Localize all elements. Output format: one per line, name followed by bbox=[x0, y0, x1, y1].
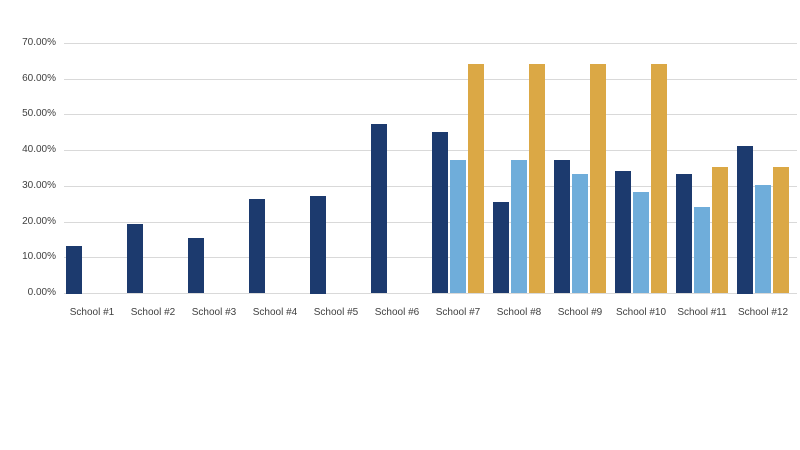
bar-school-10-series-1-navy bbox=[615, 171, 631, 293]
bar-school-11-series-3-gold bbox=[712, 167, 728, 293]
x-tick-label-school-5: School #5 bbox=[313, 307, 359, 318]
bar-school-9-series-3-gold bbox=[590, 64, 606, 293]
bar-school-7-series-2-light-blue bbox=[450, 160, 466, 293]
x-tick-label-school-12: School #12 bbox=[737, 307, 789, 318]
bar-school-7-series-3-gold bbox=[468, 64, 484, 293]
y-tick-label-10: 10.00% bbox=[22, 251, 56, 262]
bar-school-8-series-2-light-blue bbox=[511, 160, 527, 293]
gridline-30 bbox=[64, 186, 797, 187]
gridline-50 bbox=[64, 114, 797, 115]
y-tick-label-0: 0.00% bbox=[27, 287, 56, 298]
y-tick-label-20: 20.00% bbox=[22, 216, 56, 227]
y-tick-label-30: 30.00% bbox=[22, 180, 56, 191]
bar-school-1-series-1-navy bbox=[66, 246, 82, 294]
x-tick-label-school-1: School #1 bbox=[69, 307, 115, 318]
x-tick-label-school-9: School #9 bbox=[557, 307, 603, 318]
x-tick-label-school-4: School #4 bbox=[252, 307, 298, 318]
gridline-20 bbox=[64, 222, 797, 223]
x-tick-label-school-7: School #7 bbox=[435, 307, 481, 318]
gridline-0 bbox=[64, 293, 797, 294]
bar-school-11-series-2-light-blue bbox=[694, 207, 710, 293]
bar-school-12-series-1-navy bbox=[737, 146, 753, 294]
x-tick-label-school-10: School #10 bbox=[615, 307, 667, 318]
gridline-10 bbox=[64, 257, 797, 258]
bar-school-5-series-1-navy bbox=[310, 196, 326, 294]
bar-school-2-series-1-navy bbox=[127, 224, 143, 293]
y-tick-label-60: 60.00% bbox=[22, 73, 56, 84]
gridline-60 bbox=[64, 79, 797, 80]
bar-school-7-series-1-navy bbox=[432, 132, 448, 293]
gridline-70 bbox=[64, 43, 797, 44]
x-tick-label-school-6: School #6 bbox=[374, 307, 420, 318]
bar-school-10-series-3-gold bbox=[651, 64, 667, 293]
bar-school-8-series-1-navy bbox=[493, 202, 509, 293]
y-tick-label-50: 50.00% bbox=[22, 108, 56, 119]
bar-school-12-series-2-light-blue bbox=[755, 185, 771, 293]
bar-school-3-series-1-navy bbox=[188, 238, 204, 293]
x-tick-label-school-2: School #2 bbox=[130, 307, 176, 318]
bar-school-9-series-2-light-blue bbox=[572, 174, 588, 293]
gridline-40 bbox=[64, 150, 797, 151]
bar-school-8-series-3-gold bbox=[529, 64, 545, 293]
x-tick-label-school-11: School #11 bbox=[677, 307, 727, 318]
bar-school-11-series-1-navy bbox=[676, 174, 692, 293]
bar-school-6-series-1-navy bbox=[371, 124, 387, 293]
x-tick-label-school-8: School #8 bbox=[496, 307, 542, 318]
y-tick-label-40: 40.00% bbox=[22, 144, 56, 155]
y-tick-label-70: 70.00% bbox=[22, 37, 56, 48]
x-tick-label-school-3: School #3 bbox=[191, 307, 237, 318]
bar-school-12-series-3-gold bbox=[773, 167, 789, 293]
bar-school-10-series-2-light-blue bbox=[633, 192, 649, 293]
bar-school-9-series-1-navy bbox=[554, 160, 570, 293]
bar-school-4-series-1-navy bbox=[249, 199, 265, 293]
